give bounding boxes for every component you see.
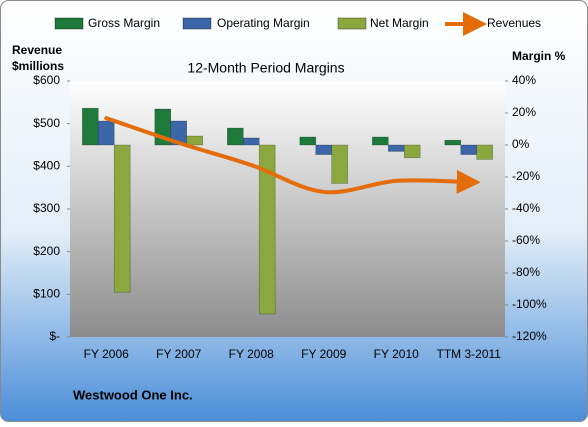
bar (387, 144, 405, 152)
bar (372, 136, 389, 146)
bar (170, 120, 188, 146)
y-tick-label: $300 (33, 201, 60, 215)
legend-label: Operating Margin (217, 16, 310, 30)
y2-tick-label: -120% (512, 329, 547, 343)
x-tick-label: FY 2010 (374, 347, 419, 361)
y-axis-title: Revenue (12, 43, 62, 57)
y-axis-title: $millions (12, 59, 64, 73)
bar (299, 136, 317, 146)
legend-label: Net Margin (370, 16, 429, 30)
bar (403, 144, 421, 159)
y-tick-label: $500 (33, 116, 60, 130)
line (104, 116, 481, 195)
y-tick-label: $- (49, 329, 60, 343)
y2-tick-label: 20% (512, 105, 536, 119)
y2-tick-label: 0% (512, 137, 530, 151)
y2-tick-label: -100% (512, 297, 547, 311)
plot-area (70, 81, 505, 337)
y2-tick-label: -60% (512, 233, 540, 247)
bar (331, 144, 348, 184)
y-tick-label: $200 (33, 244, 60, 258)
x-tick-label: FY 2008 (229, 347, 274, 361)
bar (460, 144, 478, 155)
legend-swatch (182, 17, 212, 30)
y2-tick-label: -40% (512, 201, 540, 215)
x-tick-label: FY 2006 (84, 347, 129, 361)
bar (476, 144, 493, 160)
y-tick-label: $100 (33, 287, 60, 301)
bar (113, 144, 131, 293)
bar (186, 135, 203, 146)
y-tick-label: $600 (33, 73, 60, 87)
footer: Westwood One Inc. (73, 387, 193, 402)
y2-tick-label: -80% (512, 265, 540, 279)
legend-swatch (337, 17, 367, 30)
bar (82, 107, 99, 146)
bar (444, 139, 462, 146)
bar (242, 137, 260, 146)
y-tick-label: $400 (33, 159, 60, 173)
y2-tick-label: -20% (512, 169, 540, 183)
legend-label: Revenues (487, 16, 541, 30)
x-tick-label: TTM 3-2011 (437, 347, 502, 361)
chart-title: 12-Month Period Margins (187, 60, 344, 76)
bar (315, 144, 333, 155)
bar (227, 127, 244, 146)
y2-tick-label: 40% (512, 73, 536, 87)
legend-label: Gross Margin (88, 16, 160, 30)
y2-axis-title: Margin % (512, 49, 566, 63)
x-tick-label: FY 2009 (301, 347, 346, 361)
x-tick-label: FY 2007 (156, 347, 201, 361)
bar (258, 144, 276, 315)
legend-swatch (54, 17, 84, 30)
bar (97, 120, 115, 146)
